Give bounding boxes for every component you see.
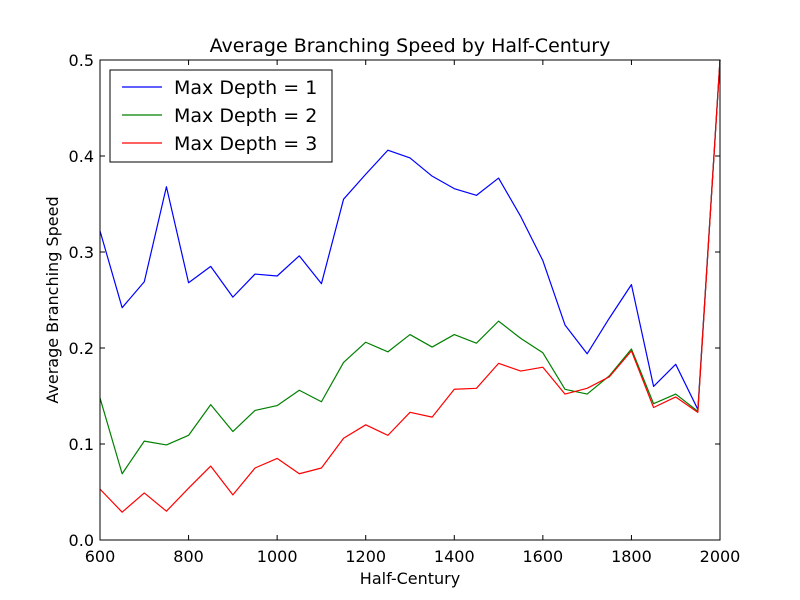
x-tick-label: 1000 [257,547,298,566]
series-line-3 [99,59,721,513]
plot-frame [99,59,721,541]
x-tick-label: 1400 [434,547,475,566]
x-tick-label: 1200 [345,547,386,566]
legend-frame [109,69,333,163]
y-axis-label: Average Branching Speed [43,196,62,403]
legend-label-series-2: Max Depth = 2 [174,105,317,127]
series-line-2 [99,59,721,475]
series-line-1 [99,59,721,411]
x-tick-label: 1800 [611,547,652,566]
x-axis-label: Half-Century [360,569,460,588]
x-tick-label: 800 [173,547,204,566]
y-tick-label: 0.3 [69,243,94,262]
y-tick-label: 0.2 [69,339,94,358]
y-tick-label: 0.4 [69,147,94,166]
x-tick-label: 600 [85,547,116,566]
x-tick-label: 2000 [700,547,741,566]
tick-layer: 600 800 1000 1200 1400 1600 1800 2000 0.0 0.1 0.2 0… [69,51,741,566]
legend-label-series-3: Max Depth = 3 [174,133,317,155]
series-layer [99,59,721,513]
y-tick-label: 0.1 [69,435,94,454]
y-tick-label: 0.0 [69,531,94,550]
y-tick-label: 0.5 [69,51,94,70]
x-tick-label: 1600 [522,547,563,566]
legend-label-series-1: Max Depth = 1 [174,77,317,99]
chart-title: Average Branching Speed by Half-Century [210,35,611,57]
legend: Max Depth = 1 Max Depth = 2 Max Depth = … [109,69,333,163]
